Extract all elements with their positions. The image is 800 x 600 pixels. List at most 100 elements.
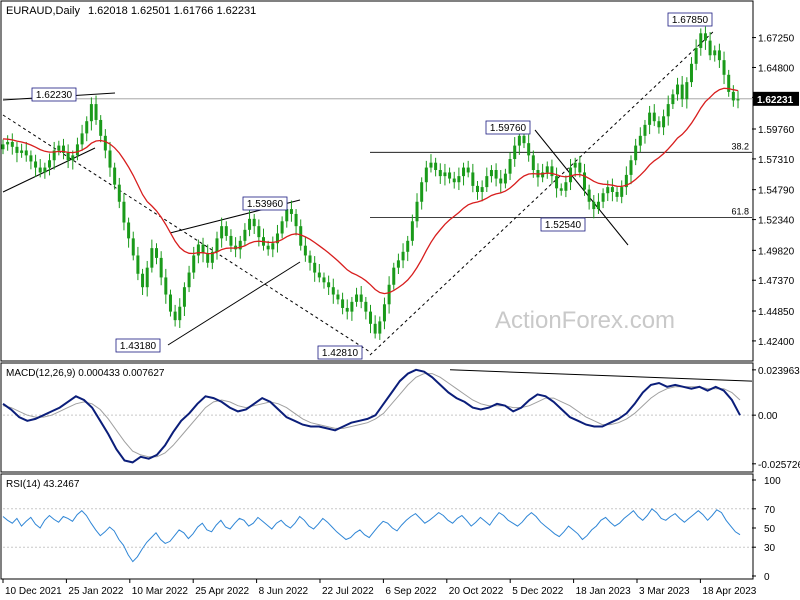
candle-body — [248, 218, 252, 230]
candle-body — [196, 244, 200, 256]
price-tick-label: 1.44850 — [758, 307, 795, 318]
candle-body — [569, 167, 573, 183]
candle-body — [410, 221, 414, 241]
candle-body — [192, 255, 196, 273]
annotation-label: 1.59760 — [490, 123, 527, 134]
trendline — [167, 261, 301, 346]
time-tick-label: 6 Sep 2022 — [385, 586, 437, 597]
rsi-tick-label: 50 — [764, 524, 776, 535]
candle-body — [173, 311, 177, 321]
candle-body — [671, 94, 675, 105]
candle-body — [127, 222, 131, 239]
candle-body — [1, 144, 5, 150]
candle-body — [159, 257, 163, 278]
candle-body — [89, 104, 93, 122]
candle-body — [624, 174, 628, 188]
candle-body — [708, 40, 712, 56]
candle-body — [99, 119, 103, 136]
candle-body — [503, 173, 507, 184]
candle-body — [573, 162, 577, 168]
candle-body — [313, 262, 317, 273]
candle-body — [480, 187, 484, 192]
candle-body — [117, 184, 121, 202]
candle-body — [71, 155, 75, 161]
candle-body — [373, 323, 377, 334]
candle-body — [331, 287, 335, 295]
candle-body — [443, 172, 447, 177]
time-tick-label: 18 Jan 2023 — [576, 586, 631, 597]
candle-body — [336, 294, 340, 300]
macd-tick-label: -0.025726 — [758, 460, 800, 471]
macd-title: MACD(12,26,9) 0.000433 0.007627 — [6, 368, 165, 379]
candle-body — [178, 306, 182, 321]
candle-body — [471, 172, 475, 186]
candle-body — [303, 245, 307, 256]
time-tick-label: 25 Apr 2022 — [195, 586, 249, 597]
candle-body — [280, 221, 284, 234]
candle-body — [141, 273, 145, 288]
candle-body — [699, 33, 703, 48]
candle-body — [396, 260, 400, 268]
current-price-box — [753, 91, 799, 106]
candle-body — [578, 162, 582, 173]
annotation-label: 1.52540 — [545, 220, 582, 231]
rsi-tick-label: 30 — [764, 543, 776, 554]
candle-body — [61, 145, 65, 153]
trendline — [534, 129, 629, 246]
chart-symbol: EURAUD,Daily — [6, 5, 80, 17]
macd-signal-line — [2, 373, 741, 458]
candle-body — [736, 99, 740, 101]
candle-body — [531, 155, 535, 171]
candle-body — [299, 226, 303, 246]
candle-body — [703, 33, 707, 41]
annotation-box — [485, 120, 531, 135]
candle-body — [155, 248, 159, 258]
candle-body — [229, 235, 233, 246]
candle-body — [717, 50, 721, 61]
candle-body — [57, 145, 61, 151]
price-tick-label: 1.52340 — [758, 216, 795, 227]
candle-body — [610, 187, 614, 192]
candle-body — [638, 135, 642, 146]
candle-body — [555, 176, 559, 189]
candle-body — [676, 84, 680, 95]
candle-body — [564, 182, 568, 191]
time-tick-label: 20 Oct 2022 — [449, 586, 504, 597]
annotation-label: 1.67850 — [672, 15, 709, 26]
rsi-tick-label: 100 — [764, 476, 781, 487]
candle-body — [308, 255, 312, 263]
candle-body — [75, 144, 79, 156]
candle-body — [541, 172, 545, 178]
annotation-box — [667, 12, 713, 27]
candle-body — [713, 50, 717, 56]
annotation-box — [317, 345, 363, 360]
candle-body — [382, 304, 386, 322]
candle-body — [66, 152, 70, 161]
candle-body — [559, 188, 563, 191]
candle-body — [94, 104, 98, 120]
candle-body — [85, 121, 89, 134]
time-tick-label: 3 Mar 2023 — [639, 586, 690, 597]
candle-body — [648, 112, 652, 125]
candle-body — [680, 84, 684, 100]
candle-body — [652, 112, 656, 122]
annotation-box — [242, 196, 288, 211]
candle-body — [289, 209, 293, 214]
time-tick-label: 22 Jul 2022 — [322, 586, 374, 597]
candle-body — [322, 277, 326, 283]
candle-body — [215, 238, 219, 252]
annotation-label: 1.53960 — [247, 199, 284, 210]
price-axis: 1.672501.648001.623501.597601.573101.547… — [752, 34, 799, 348]
chart-ohlc: 1.62018 1.62501 1.61766 1.62231 — [88, 5, 256, 17]
annotation-box — [540, 217, 586, 232]
rsi-line — [2, 508, 741, 563]
candle-body — [587, 189, 591, 202]
candle-body — [113, 167, 117, 185]
candle-body — [634, 145, 638, 161]
annotation-label: 1.62230 — [36, 90, 73, 101]
candle-body — [317, 272, 321, 278]
candle-body — [513, 145, 517, 160]
candle-body — [406, 240, 410, 252]
candle-body — [257, 226, 261, 238]
